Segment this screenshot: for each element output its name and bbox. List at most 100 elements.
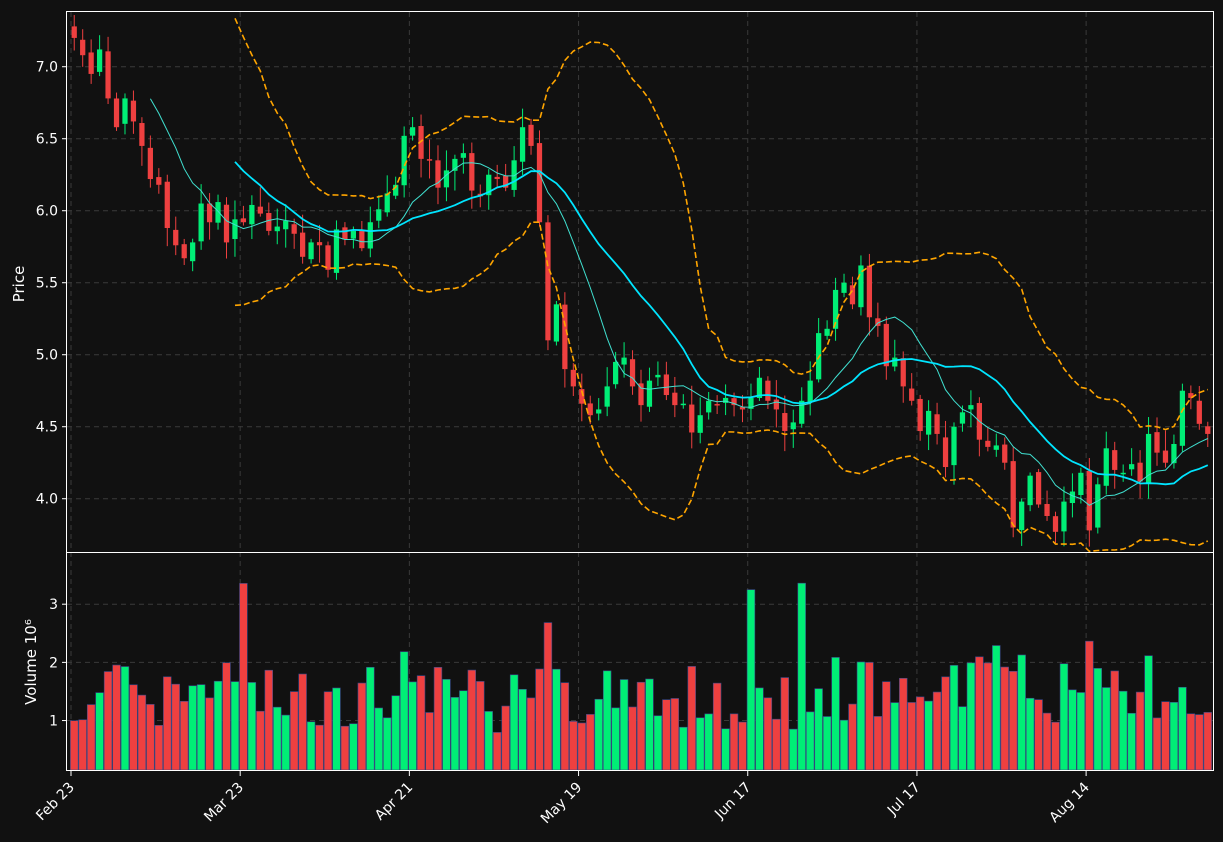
candle-body [528,124,534,146]
volume-bar [975,656,984,771]
candle-body [1171,444,1177,464]
volume-bar [1051,721,1060,771]
volume-bar [493,732,502,771]
volume-bar [239,583,248,771]
candle-body [883,323,889,367]
volume-bar [535,668,544,771]
volume-bar [1169,702,1179,771]
volume-bar [383,717,392,771]
candle-body [985,440,991,447]
volume-bar [1118,690,1128,771]
volume-bar [213,680,223,771]
volume-bar [992,645,1001,771]
candle-body [342,227,348,240]
volume-bar [154,725,164,771]
candle-body [164,181,170,228]
volume-bar [163,676,172,771]
candle-body [900,358,906,387]
candle-body [426,159,433,161]
volume-bar [932,691,942,771]
candle-body [71,26,77,38]
volume-bar [983,662,993,771]
volume-bar [1161,701,1170,771]
volume-bar [120,666,130,771]
volume-bar [899,677,908,771]
volume-bar [822,716,832,771]
candle-body [959,412,966,424]
volume-bar [146,704,155,771]
volume-bar [729,713,739,771]
volume-bar [484,711,493,771]
price-tick-label: 6.0 [36,204,58,220]
candle-body [706,400,712,413]
candle-body [596,409,602,414]
candle-body [790,422,796,430]
volume-bar [416,675,426,771]
candle-body [1162,450,1169,463]
volume-bar [1093,668,1102,771]
volume-bar [958,706,967,771]
volume-bar [332,687,341,771]
volume-bar [780,677,789,771]
candle-body [494,176,500,180]
candle-body [1035,472,1042,505]
candle-body [562,304,568,370]
volume-bar [1042,712,1052,771]
volume-bar [1186,713,1196,771]
candle-body [283,220,289,230]
candle-body [612,361,619,385]
candle-body [909,388,915,401]
candle-body [629,359,636,387]
candle-body [892,357,898,367]
candle-body [1196,400,1202,424]
candle-body [359,231,365,249]
volume-bar [323,691,333,771]
candle-body [1137,462,1143,482]
candle-body [173,229,179,246]
volume-bar [222,662,231,771]
volume-bar [171,683,180,771]
candle-body [266,212,272,231]
volume-bar [602,670,612,771]
candle-body [832,289,839,329]
volume-bar [264,669,273,771]
volume-bar [399,651,409,771]
candle-body [545,222,551,341]
volume-bar [509,674,519,771]
volume-bar [450,697,460,771]
candle-body [469,153,475,191]
candle-body [257,206,263,214]
candle-body [697,415,703,433]
candle-body [951,426,957,466]
volume-bar [459,690,468,771]
volume-bar [349,723,358,771]
volume-bar [1076,692,1086,771]
volume-bar [205,697,214,771]
volume-bar [298,673,307,771]
candle-body [858,265,864,308]
price-tick-label: 6.5 [36,132,58,148]
long-moving-average-line [234,161,1209,486]
candle-body [1120,472,1126,475]
volume-tick-label: 2 [49,655,58,671]
volume-bar [1195,714,1204,771]
volume-bar [831,657,840,771]
price-tick-label: 4.0 [36,492,58,508]
volume-bar [86,704,96,771]
volume-bar [560,682,570,771]
candle-body [1112,450,1118,470]
volume-bar [1102,687,1111,771]
candle-body [376,209,382,221]
volume-bar [112,664,121,771]
candle-body [1188,393,1194,398]
volume-bar [696,717,705,771]
candle-body [249,204,255,225]
candle-body [773,399,779,410]
volume-bar [552,668,561,771]
volume-bar [611,707,620,771]
candle-body [156,177,162,185]
volume-bar [273,706,282,771]
candle-body [325,245,331,270]
candle-body [841,282,847,293]
